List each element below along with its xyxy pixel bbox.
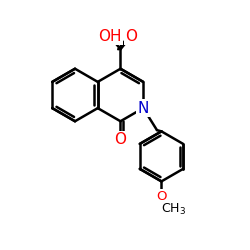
Text: O: O xyxy=(125,29,137,44)
Text: N: N xyxy=(138,100,149,116)
Text: O: O xyxy=(156,190,167,203)
Text: CH$_3$: CH$_3$ xyxy=(162,202,186,218)
Text: O: O xyxy=(114,132,126,148)
Text: OH: OH xyxy=(98,29,122,44)
